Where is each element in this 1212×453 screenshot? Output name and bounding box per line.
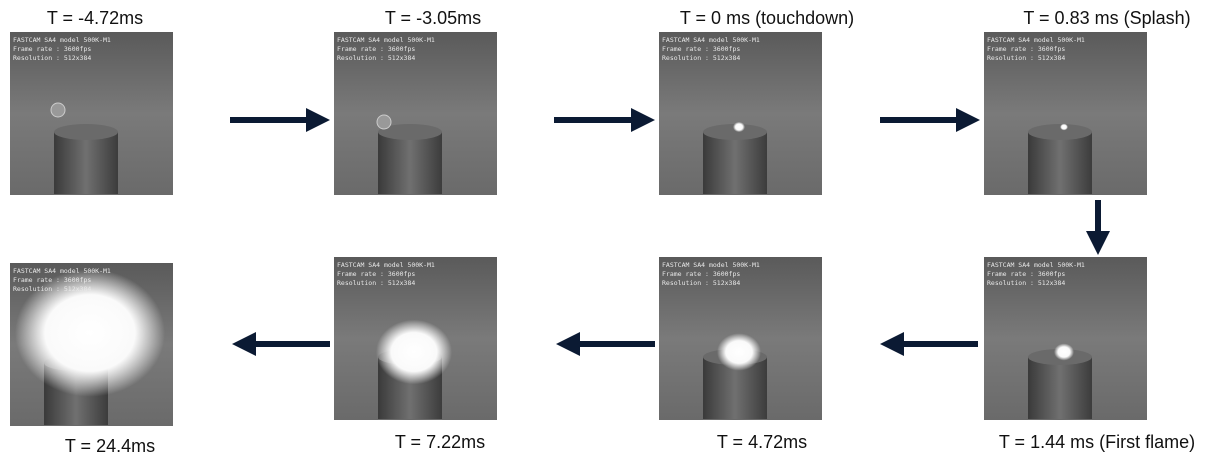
- overlay-text: Frame rate : 3600fps: [337, 45, 415, 53]
- overlay-text: Frame rate : 3600fps: [13, 276, 91, 284]
- cylinder: [1028, 132, 1092, 194]
- droplet: [51, 103, 65, 117]
- caption: T = 0 ms (touchdown): [680, 8, 854, 28]
- overlay-text: Frame rate : 3600fps: [662, 45, 740, 53]
- cylinder-top: [54, 124, 118, 140]
- overlay-text: FASTCAM SA4 model 500K-M1: [337, 36, 435, 44]
- cylinder: [703, 132, 767, 194]
- overlay-text: FASTCAM SA4 model 500K-M1: [987, 36, 1085, 44]
- flame: [1060, 124, 1068, 131]
- overlay-text: FASTCAM SA4 model 500K-M1: [337, 261, 435, 269]
- overlay-text: Resolution : 512x384: [662, 54, 740, 62]
- overlay-text: FASTCAM SA4 model 500K-M1: [662, 261, 760, 269]
- overlay-text: Resolution : 512x384: [662, 279, 740, 287]
- cylinder-top: [1028, 124, 1092, 140]
- caption: T = 24.4ms: [65, 436, 155, 453]
- overlay-text: Frame rate : 3600fps: [337, 270, 415, 278]
- caption: T = -4.72ms: [47, 8, 143, 28]
- overlay-text: Frame rate : 3600fps: [987, 45, 1065, 53]
- overlay-text: Resolution : 512x384: [13, 54, 91, 62]
- caption: T = 1.44 ms (First flame): [999, 432, 1195, 452]
- flame: [733, 122, 745, 132]
- caption: T = -3.05ms: [385, 8, 481, 28]
- cylinder: [1028, 357, 1092, 419]
- flame: [376, 320, 452, 385]
- overlay-text: Resolution : 512x384: [987, 54, 1065, 62]
- cylinder: [378, 132, 442, 194]
- overlay-text: FASTCAM SA4 model 500K-M1: [662, 36, 760, 44]
- overlay-text: FASTCAM SA4 model 500K-M1: [13, 36, 111, 44]
- overlay-text: Resolution : 512x384: [13, 285, 91, 293]
- flame: [1054, 344, 1074, 361]
- overlay-text: Resolution : 512x384: [337, 279, 415, 287]
- caption: T = 0.83 ms (Splash): [1023, 8, 1190, 28]
- overlay-text: Resolution : 512x384: [987, 279, 1065, 287]
- overlay-text: Frame rate : 3600fps: [13, 45, 91, 53]
- figure: FASTCAM SA4 model 500K-M1Frame rate : 36…: [0, 0, 1212, 453]
- caption: T = 4.72ms: [717, 432, 807, 452]
- droplet: [377, 115, 391, 129]
- overlay-text: Frame rate : 3600fps: [662, 270, 740, 278]
- flame: [717, 333, 761, 370]
- overlay-text: FASTCAM SA4 model 500K-M1: [13, 267, 111, 275]
- cylinder: [54, 132, 118, 194]
- caption: T = 7.22ms: [395, 432, 485, 452]
- overlay-text: FASTCAM SA4 model 500K-M1: [987, 261, 1085, 269]
- overlay-text: Frame rate : 3600fps: [987, 270, 1065, 278]
- overlay-text: Resolution : 512x384: [337, 54, 415, 62]
